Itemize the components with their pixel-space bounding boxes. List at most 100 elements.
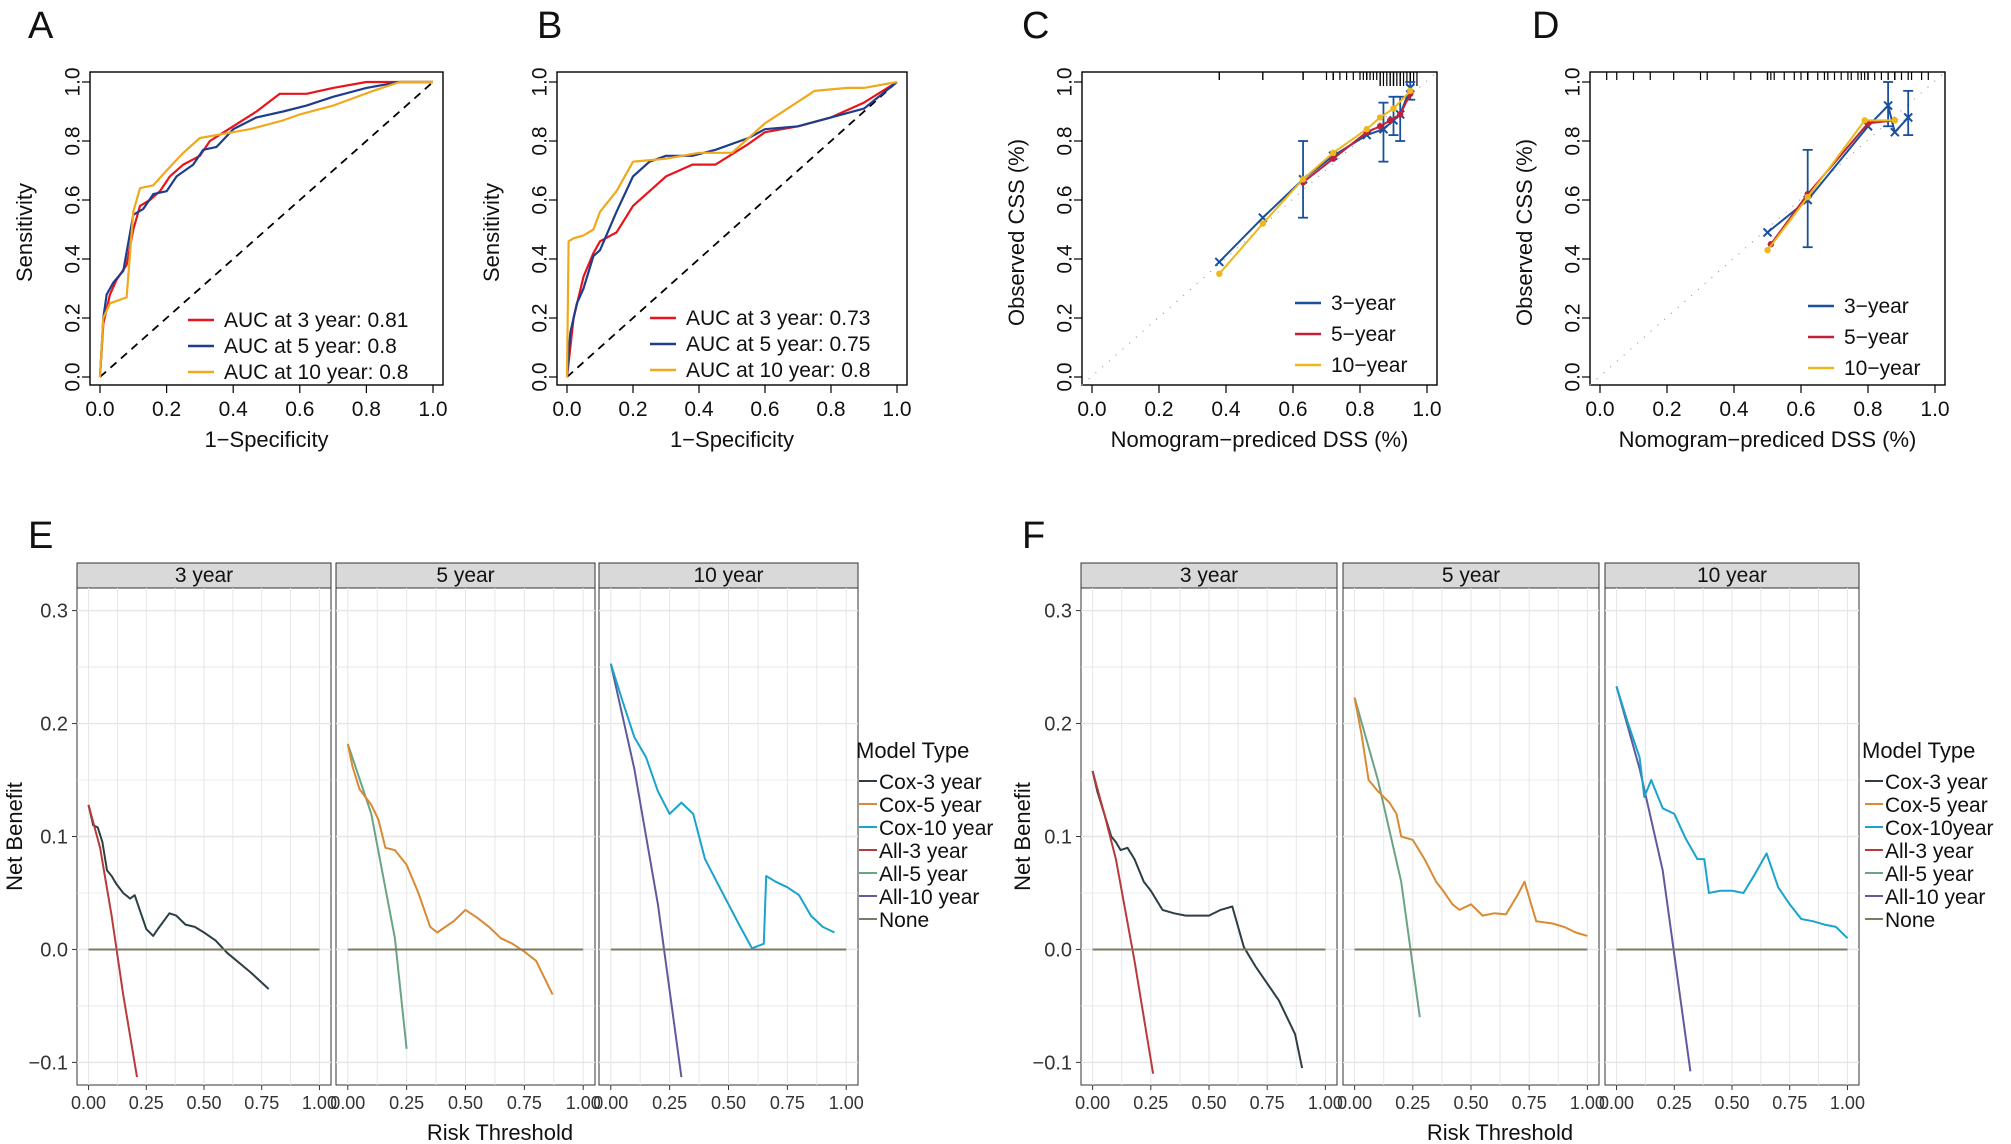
y-tick-label: 0.2 xyxy=(62,303,85,332)
y-axis-title: Net Benefit xyxy=(2,782,27,891)
x-tick-label: 0.6 xyxy=(750,398,779,421)
facet-strip xyxy=(1080,562,1338,589)
x-tick-label: 0.8 xyxy=(1853,398,1882,421)
series-line-10−year xyxy=(1766,119,1895,251)
y-axis-title: Observed CSS (%) xyxy=(1004,139,1029,326)
legend-label: 5−year xyxy=(1844,326,1909,349)
data-point xyxy=(1259,220,1267,227)
y-tick-label: −0.1 xyxy=(29,1052,68,1074)
x-tick-label: 1.0 xyxy=(882,398,911,421)
data-point-x xyxy=(1762,227,1773,238)
dca-line-cox10 xyxy=(1615,686,1849,939)
facet-strip xyxy=(1342,562,1600,589)
legend-label: All-5 year xyxy=(1885,863,1974,886)
x-tick-label: 0.25 xyxy=(652,1093,687,1113)
x-tick-label: 0.0 xyxy=(1077,398,1106,421)
y-tick-label: 0.6 xyxy=(529,185,552,214)
legend-label: All-3 year xyxy=(879,840,968,863)
plot-frame xyxy=(89,71,444,386)
y-tick-label: 1.0 xyxy=(1562,67,1585,96)
facet-strip xyxy=(1604,562,1860,589)
panel-A: A 0.0 0.2 0.4 0.6 0.8 1.0 0.0 0.2 0.4 0.6 0.8 1.0 1−S… xyxy=(12,5,448,452)
legend-label: AUC at 5 year: 0.8 xyxy=(224,335,397,358)
x-tick-label: 0.4 xyxy=(219,398,249,421)
x-tick-label: 0.50 xyxy=(186,1093,221,1113)
y-tick-label: 0.2 xyxy=(1054,303,1077,332)
data-point xyxy=(1376,114,1384,121)
x-tick-label: 0.8 xyxy=(816,398,845,421)
x-axis-title: 1−Specificity xyxy=(204,427,328,452)
facet-title: 5 year xyxy=(1442,564,1500,587)
x-tick-label: 0.8 xyxy=(1345,398,1374,421)
y-axis-title: Net Benefit xyxy=(1010,782,1035,891)
y-tick-label: 0.8 xyxy=(1054,126,1077,155)
legend-label: 5−year xyxy=(1331,323,1396,346)
facet-title: 3 year xyxy=(1180,564,1238,587)
x-tick-label: 0.25 xyxy=(1395,1093,1430,1113)
facet-5 year: 5 year 0.00 0.25 0.50 0.75 1.00 xyxy=(330,562,601,1113)
dca-line-all10 xyxy=(1615,686,1692,1072)
x-tick-label: 0.75 xyxy=(770,1093,805,1113)
data-point-x xyxy=(1890,127,1900,137)
x-tick-label: 0.50 xyxy=(711,1093,746,1113)
x-tick-label: 0.25 xyxy=(1657,1093,1692,1113)
y-tick-label: 0.8 xyxy=(1562,126,1585,155)
legend-label: AUC at 3 year: 0.81 xyxy=(224,309,408,332)
data-point xyxy=(1397,111,1404,118)
data-point xyxy=(1376,123,1384,130)
dca-line-cox3 xyxy=(87,804,270,990)
y-tick-label: 0.0 xyxy=(40,939,68,961)
data-point-x xyxy=(1883,100,1893,111)
dca-line-cox10 xyxy=(609,663,835,950)
panel-label: E xyxy=(28,515,53,557)
x-tick-label: 0.75 xyxy=(1772,1093,1807,1113)
facet-title: 3 year xyxy=(175,564,233,587)
legend-label: All-3 year xyxy=(1885,840,1974,863)
panel-D: D0.0 0.2 0.4 0.6 0.8 1.00.00.20.40.60.81.0Nom… xyxy=(1512,5,1950,452)
legend-label: AUC at 3 year: 0.73 xyxy=(686,307,870,330)
x-tick-label: 0.25 xyxy=(389,1093,424,1113)
y-tick-label: −0.1 xyxy=(1033,1052,1072,1074)
panel-label: F xyxy=(1022,515,1045,557)
dca-line-all3 xyxy=(87,804,138,1078)
series-line-AUC at 10 year: 0.8 xyxy=(565,80,898,378)
y-tick-label: 0.2 xyxy=(40,714,68,736)
data-point-x xyxy=(1903,112,1913,123)
dca-line-all10 xyxy=(609,663,683,1078)
y-axis-title: Observed CSS (%) xyxy=(1512,139,1537,326)
x-tick-label: 0.4 xyxy=(1211,398,1241,421)
data-point xyxy=(1764,246,1771,254)
x-tick-label: 0.0 xyxy=(1585,398,1614,421)
y-tick-label: 0.0 xyxy=(1044,939,1072,961)
facet-strip xyxy=(76,562,332,589)
x-tick-label: 0.75 xyxy=(507,1093,542,1113)
y-tick-label: 0.4 xyxy=(62,244,85,274)
x-tick-label: 1.00 xyxy=(302,1093,337,1113)
facet-10 year: 10 year 0.00 0.25 0.50 0.75 1.00 xyxy=(593,562,864,1113)
y-tick-label: 0.0 xyxy=(1562,362,1585,391)
plot-frame xyxy=(1081,71,1438,386)
x-tick-label: 0.8 xyxy=(352,398,381,421)
x-tick-label: 0.2 xyxy=(618,398,647,421)
data-point xyxy=(1330,155,1337,162)
y-tick-label: 0.4 xyxy=(1562,244,1585,274)
x-tick-label: 0.75 xyxy=(1250,1093,1285,1113)
panel-label: D xyxy=(1532,5,1559,47)
y-tick-label: 1.0 xyxy=(62,67,85,96)
data-point xyxy=(1861,117,1868,124)
legend-label: 3−year xyxy=(1331,292,1396,315)
panel-label: A xyxy=(28,5,54,47)
facet-10 year: 10 year 0.00 0.25 0.50 0.75 1.00 xyxy=(1599,562,1865,1113)
x-tick-label: 0.75 xyxy=(1512,1093,1547,1113)
x-tick-label: 0.6 xyxy=(1786,398,1815,421)
y-tick-label: 0.1 xyxy=(40,827,68,849)
panel-E: E 3 year 0.00 0.25 0.50 0.75 1.00 5 year 0.00 0.2… xyxy=(2,515,993,1144)
legend-label: All-10 year xyxy=(1885,886,1985,909)
x-tick-label: 0.6 xyxy=(1278,398,1307,421)
facet-title: 10 year xyxy=(1697,564,1767,587)
y-tick-label: 0.2 xyxy=(1562,303,1585,332)
reference-diagonal xyxy=(99,81,434,378)
facet-title: 5 year xyxy=(436,564,494,587)
y-tick-label: 0.8 xyxy=(529,126,552,155)
